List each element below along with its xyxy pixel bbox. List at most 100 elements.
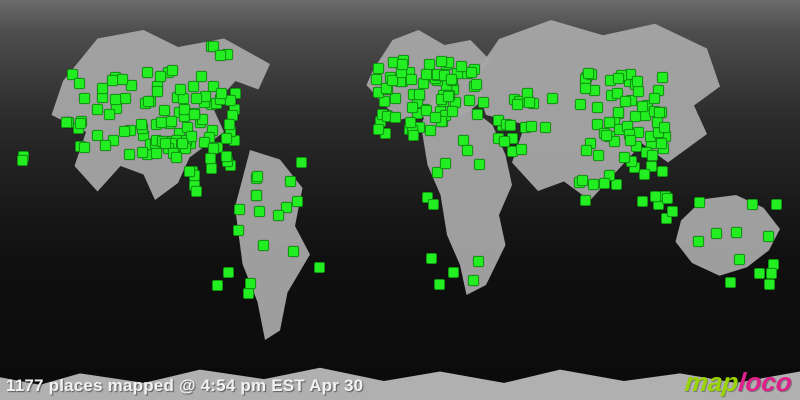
place-marker[interactable] [421, 69, 432, 80]
place-marker[interactable] [471, 79, 482, 90]
place-marker[interactable] [117, 74, 128, 85]
place-marker[interactable] [189, 109, 200, 120]
place-marker[interactable] [120, 93, 131, 104]
place-marker[interactable] [632, 76, 643, 87]
place-marker[interactable] [473, 256, 484, 267]
place-marker[interactable] [405, 117, 416, 128]
place-marker[interactable] [446, 74, 457, 85]
place-marker[interactable] [142, 67, 153, 78]
place-marker[interactable] [633, 86, 644, 97]
place-marker[interactable] [592, 102, 603, 113]
place-marker[interactable] [474, 159, 485, 170]
place-marker[interactable] [254, 206, 265, 217]
place-marker[interactable] [456, 61, 467, 72]
place-marker[interactable] [580, 83, 591, 94]
place-marker[interactable] [191, 93, 202, 104]
place-marker[interactable] [110, 94, 121, 105]
place-marker[interactable] [659, 122, 670, 133]
place-marker[interactable] [137, 147, 148, 158]
place-marker[interactable] [296, 157, 307, 168]
place-marker[interactable] [516, 144, 527, 155]
place-marker[interactable] [314, 262, 325, 273]
place-marker[interactable] [526, 121, 537, 132]
place-marker[interactable] [478, 97, 489, 108]
place-marker[interactable] [613, 107, 624, 118]
place-marker[interactable] [747, 199, 758, 210]
place-marker[interactable] [764, 279, 775, 290]
place-marker[interactable] [734, 254, 745, 265]
place-marker[interactable] [205, 153, 216, 164]
place-marker[interactable] [662, 193, 673, 204]
place-marker[interactable] [215, 50, 226, 61]
place-marker[interactable] [599, 178, 610, 189]
place-marker[interactable] [155, 71, 166, 82]
place-marker[interactable] [613, 73, 624, 84]
place-marker[interactable] [654, 107, 665, 118]
place-marker[interactable] [252, 171, 263, 182]
place-marker[interactable] [426, 253, 437, 264]
place-marker[interactable] [107, 75, 118, 86]
place-marker[interactable] [657, 166, 668, 177]
place-marker[interactable] [224, 119, 235, 130]
place-marker[interactable] [447, 106, 458, 117]
place-marker[interactable] [625, 135, 636, 146]
place-marker[interactable] [693, 236, 704, 247]
place-marker[interactable] [221, 151, 232, 162]
place-marker[interactable] [524, 97, 535, 108]
place-marker[interactable] [245, 278, 256, 289]
place-marker[interactable] [191, 186, 202, 197]
place-marker[interactable] [547, 93, 558, 104]
place-marker[interactable] [221, 133, 232, 144]
place-marker[interactable] [448, 267, 459, 278]
place-marker[interactable] [754, 268, 765, 279]
place-marker[interactable] [223, 267, 234, 278]
place-marker[interactable] [188, 81, 199, 92]
place-marker[interactable] [177, 138, 188, 149]
place-marker[interactable] [159, 105, 170, 116]
place-marker[interactable] [243, 288, 254, 299]
place-marker[interactable] [763, 231, 774, 242]
place-marker[interactable] [468, 275, 479, 286]
place-marker[interactable] [390, 112, 401, 123]
place-marker[interactable] [414, 89, 425, 100]
place-marker[interactable] [443, 91, 454, 102]
place-marker[interactable] [233, 225, 244, 236]
place-marker[interactable] [74, 78, 85, 89]
place-marker[interactable] [92, 130, 103, 141]
place-marker[interactable] [649, 93, 660, 104]
place-marker[interactable] [466, 67, 477, 78]
place-marker[interactable] [119, 126, 130, 137]
place-marker[interactable] [292, 196, 303, 207]
place-marker[interactable] [440, 158, 451, 169]
place-marker[interactable] [212, 280, 223, 291]
place-marker[interactable] [79, 142, 90, 153]
place-marker[interactable] [79, 93, 90, 104]
place-marker[interactable] [694, 197, 705, 208]
place-marker[interactable] [657, 72, 668, 83]
place-marker[interactable] [593, 150, 604, 161]
place-marker[interactable] [577, 175, 588, 186]
place-marker[interactable] [619, 152, 630, 163]
place-marker[interactable] [620, 96, 631, 107]
place-marker[interactable] [104, 109, 115, 120]
place-marker[interactable] [499, 136, 510, 147]
place-marker[interactable] [251, 190, 262, 201]
place-marker[interactable] [288, 246, 299, 257]
place-marker[interactable] [406, 74, 417, 85]
place-marker[interactable] [639, 169, 650, 180]
place-marker[interactable] [512, 99, 523, 110]
place-marker[interactable] [650, 191, 661, 202]
place-marker[interactable] [143, 96, 154, 107]
place-marker[interactable] [428, 199, 439, 210]
place-marker[interactable] [171, 152, 182, 163]
place-marker[interactable] [462, 145, 473, 156]
place-marker[interactable] [575, 99, 586, 110]
place-marker[interactable] [184, 166, 195, 177]
place-marker[interactable] [100, 140, 111, 151]
place-marker[interactable] [206, 163, 217, 174]
place-marker[interactable] [464, 95, 475, 106]
place-marker[interactable] [725, 277, 736, 288]
place-marker[interactable] [216, 88, 227, 99]
place-marker[interactable] [647, 150, 658, 161]
place-marker[interactable] [167, 65, 178, 76]
